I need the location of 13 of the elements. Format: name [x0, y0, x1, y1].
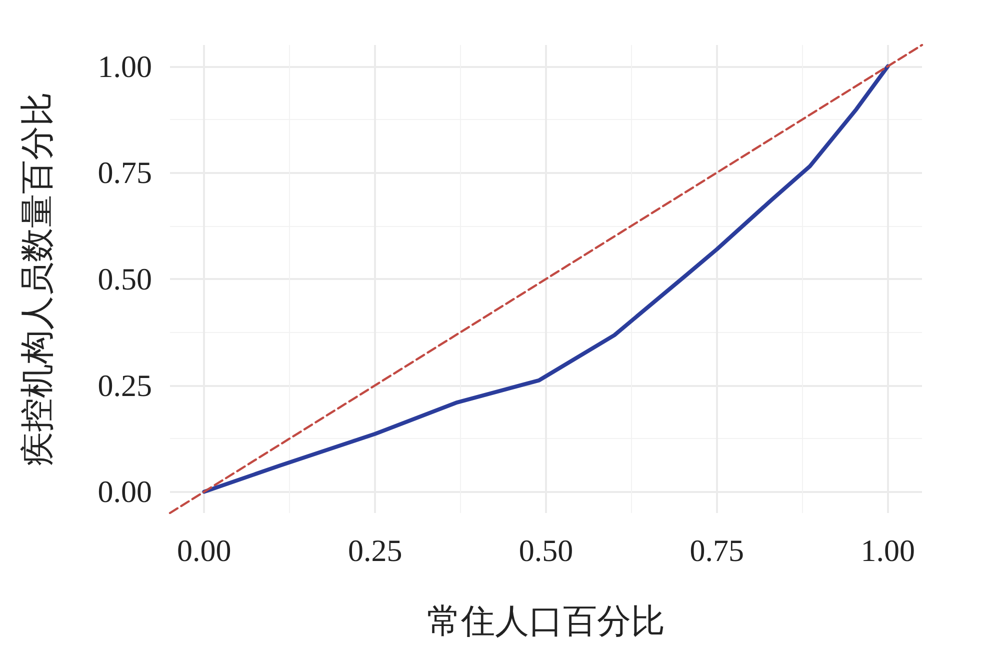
- x-tick-label: 0.00: [177, 533, 232, 568]
- x-tick-label: 0.75: [690, 533, 744, 568]
- x-tick-label: 0.50: [518, 533, 574, 568]
- y-tick-label: 1.00: [98, 48, 152, 84]
- x-axis-title: 常住人口百分比: [427, 604, 665, 640]
- y-tick-label: 0.25: [98, 368, 152, 403]
- line-series: [202, 64, 890, 494]
- y-tick-label: 0.75: [98, 155, 152, 190]
- x-tick-label: 0.25: [348, 533, 402, 568]
- y-tick-label: 0.00: [98, 474, 152, 510]
- y-tick-label: 0.50: [98, 262, 152, 296]
- y-axis-title: 疾控机构人员数量百分比: [20, 92, 56, 466]
- x-tick-label: 1.00: [860, 533, 915, 568]
